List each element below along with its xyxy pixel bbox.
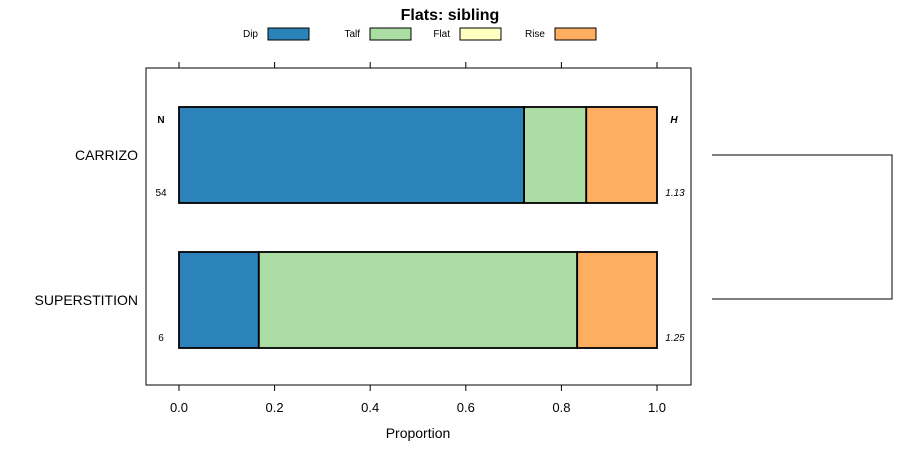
n-value: 54 [155,188,167,199]
x-tick-label: 0.6 [457,400,475,415]
bar-carrizo-talf [523,106,588,204]
legend-label-rise: Rise [525,29,545,40]
category-label-carrizo: CARRIZO [75,147,138,163]
dendrogram-bracket [712,154,893,300]
h-value: 1.13 [665,188,685,199]
legend-swatch-talf [369,27,412,41]
bar-superstition-rise [576,251,658,349]
row-labels: CARRIZO 54 1.13 SUPERSTITION 6 1.25 [35,147,686,344]
bar-carrizo-rise [585,106,658,204]
legend-label-talf: Talf [344,29,360,40]
category-label-superstition: SUPERSTITION [35,292,138,308]
bars [178,106,658,349]
legend: Dip Talf Flat Rise [243,27,597,41]
h-header: H [670,115,678,126]
legend-swatch-dip [267,27,310,41]
legend-swatch-flat [459,27,502,41]
plot-frame [145,67,692,386]
x-tick-label: 0.4 [361,400,379,415]
x-tick-label: 0.2 [266,400,284,415]
bar-carrizo-dip [178,106,526,204]
h-value: 1.25 [665,333,685,344]
n-value: 6 [158,333,164,344]
x-axis-title: Proportion [386,425,451,441]
n-header: N [157,115,164,126]
x-axis: 0.0 0.2 0.4 0.6 0.8 1.0 [170,62,666,415]
legend-label-flat: Flat [433,29,450,40]
bar-superstition-dip [178,251,260,349]
legend-label-dip: Dip [243,29,258,40]
chart-title: Flats: sibling [401,7,500,24]
x-tick-label: 0.0 [170,400,188,415]
bar-superstition-talf [257,251,579,349]
legend-swatch-rise [554,27,597,41]
x-tick-label: 0.8 [552,400,570,415]
x-tick-label: 1.0 [648,400,666,415]
